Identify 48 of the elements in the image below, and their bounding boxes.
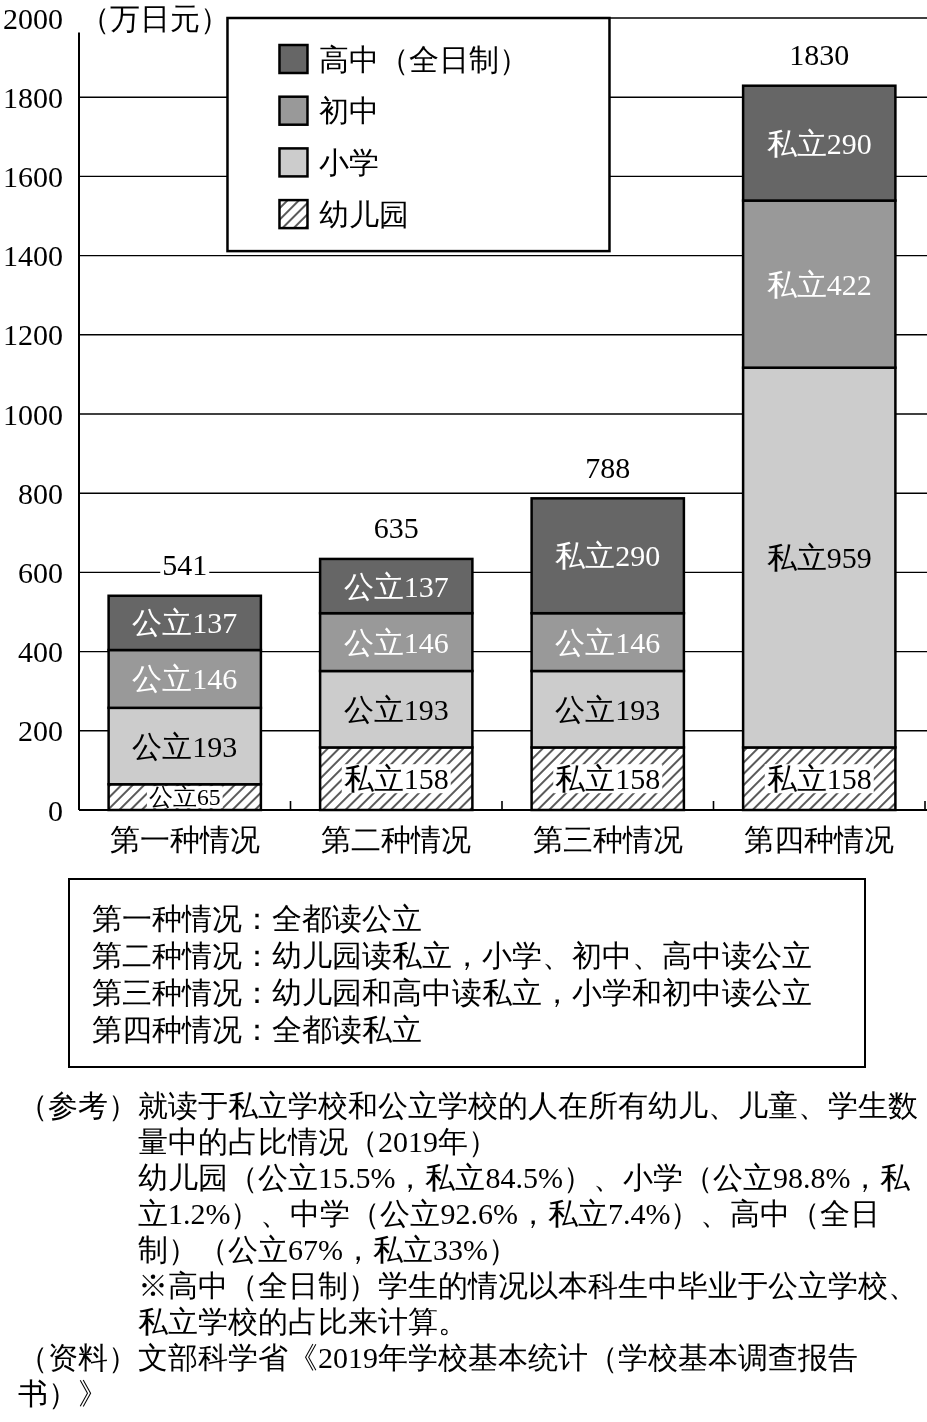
text: 第二种情况：幼儿园读私立，小学、初中、高中读公立 [92, 938, 813, 974]
text: ※高中（全日制）学生的情况以本科生中毕业于公立学校、私立学校的占比来计算。 [137, 1268, 919, 1340]
text: 第三种情况：幼儿园和高中读私立，小学和初中读公立 [92, 975, 813, 1011]
data-label: 私立158 [555, 762, 661, 796]
y-tick-label: 600 [18, 555, 63, 589]
y-tick-label: 400 [18, 635, 63, 669]
y-tick-label: 0 [48, 793, 63, 827]
y-tick-label: 1000 [3, 397, 63, 431]
legend-label: 初中 [319, 94, 380, 128]
data-label: 私立158 [343, 762, 449, 796]
data-label: 公立193 [555, 692, 661, 726]
data-label: 公立137 [132, 606, 238, 640]
legend-label: 小学 [319, 145, 380, 179]
legend-label: 幼儿园 [319, 197, 410, 231]
data-label: 私立959 [766, 541, 872, 575]
y-axis-title: （万日元） [80, 1, 230, 35]
data-label: 公立193 [132, 729, 238, 763]
data-label: 公立146 [555, 625, 661, 659]
text: 第一种情况：全都读公立 [92, 901, 423, 937]
data-label: 公立65 [148, 784, 221, 811]
x-tick-label: 第四种情况 [744, 822, 895, 856]
total-label: 788 [585, 450, 631, 484]
y-tick-label: 1600 [3, 159, 63, 193]
y-tick-label: 1200 [3, 318, 63, 352]
data-label: 私立290 [555, 539, 661, 573]
x-tick-label: 第一种情况 [109, 822, 260, 856]
data-label: 私立290 [766, 126, 872, 160]
data-label: 私立158 [766, 762, 872, 796]
total-label: 541 [162, 548, 208, 582]
y-tick-label: 1400 [3, 239, 63, 273]
text: （参考）就读于私立学校和公立学校的人在所有幼儿、儿童、学生数量中的占比情况（2019年） [18, 1088, 919, 1160]
data-label: 公立146 [132, 662, 238, 696]
y-tick-label: 1800 [3, 80, 63, 114]
total-label: 1830 [789, 38, 850, 72]
x-tick-label: 第三种情况 [532, 822, 683, 856]
y-tick-label: 2000 [3, 1, 63, 35]
total-label: 635 [373, 511, 419, 545]
legend-label: 高中（全日制） [319, 42, 530, 76]
text: 幼儿园（公立15.5%，私立84.5%）、小学（公立98.8%，私立1.2%）、中学（公立92.6%，私立7.4%）、高中（全日制）（公立67%，私立33%） [137, 1160, 912, 1268]
y-tick-label: 200 [18, 714, 63, 748]
data-label: 私立422 [766, 267, 872, 301]
data-label: 公立137 [343, 569, 449, 603]
x-tick-label: 第二种情况 [321, 822, 472, 856]
y-tick-label: 800 [18, 476, 63, 510]
text: （资料）文部科学省《2019年学校基本统计（学校基本调查报告书）》 [18, 1340, 859, 1412]
data-label: 公立193 [343, 692, 449, 726]
data-label: 公立146 [343, 625, 449, 659]
text: 第四种情况：全都读私立 [92, 1012, 423, 1048]
